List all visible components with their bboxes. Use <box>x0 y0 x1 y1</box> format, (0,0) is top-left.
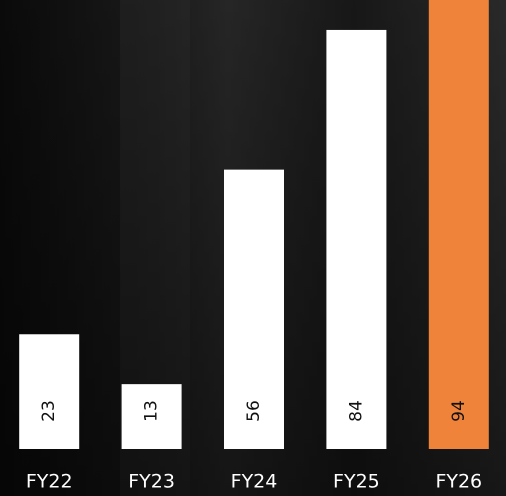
bar <box>121 384 182 449</box>
x-tick-label: FY25 <box>333 471 380 493</box>
value-label: 13 <box>142 400 162 422</box>
bar <box>428 0 489 450</box>
x-tick-label: FY24 <box>231 471 278 493</box>
x-tick-label: FY23 <box>128 471 175 493</box>
bar <box>19 334 80 449</box>
value-label: 94 <box>449 400 469 422</box>
value-label: 84 <box>346 400 366 422</box>
bar <box>326 29 387 450</box>
value-label: 23 <box>39 400 59 422</box>
bar <box>224 169 284 449</box>
x-tick-label: FY26 <box>435 471 482 493</box>
x-tick-label: FY22 <box>26 471 73 493</box>
value-label: 56 <box>244 400 264 422</box>
